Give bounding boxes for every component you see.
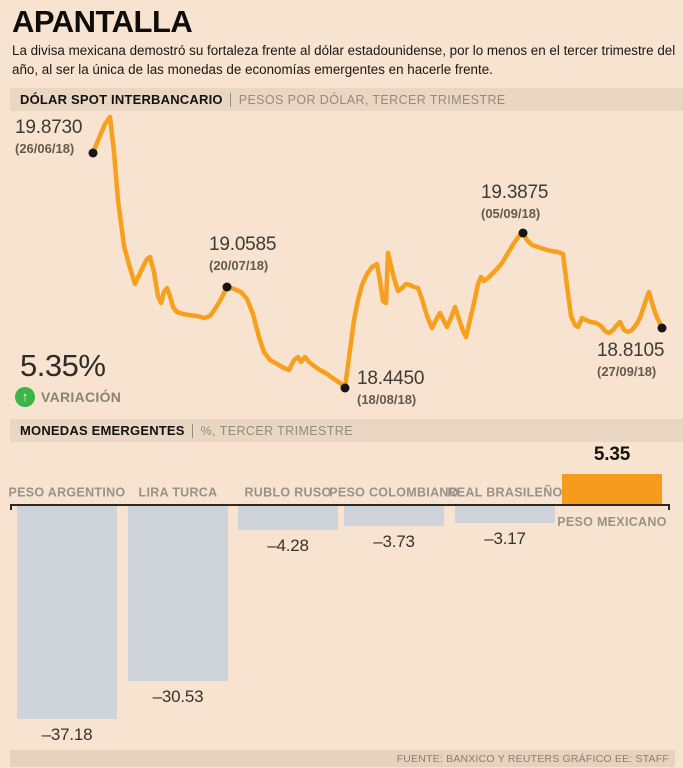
category-label-peso-mexicano: PESO MEXICANO (557, 515, 667, 529)
bar-chart-subtitle: %, TERCER TRIMESTRE (200, 423, 353, 438)
annotation-date: (18/08/18) (357, 392, 417, 407)
value-label-peso-colombiano: –3.73 (373, 532, 415, 552)
bar-chart-axis (10, 504, 670, 506)
category-label-peso-argentino: PESO ARGENTINO (8, 485, 126, 500)
bar-rublo-ruso (238, 505, 338, 530)
variation-value: 5.35% (20, 348, 106, 383)
category-label-peso-colombiano: PESO COLOMBIANO (329, 485, 459, 500)
source-text: FUENTE: BANXICO Y REUTERS GRÁFICO EE: ST… (396, 752, 669, 765)
axis-tick (10, 506, 12, 510)
annotation-value: 19.8730 (15, 117, 83, 138)
value-label-peso-mexicano: 5.35 (593, 444, 631, 466)
variation-caption: VARIACIÓN (41, 389, 122, 405)
data-point-dot (518, 228, 528, 238)
annotation-date: (26/06/18) (15, 141, 75, 156)
header-separator (229, 92, 231, 107)
annotation-value: 18.8105 (597, 340, 665, 361)
annotation-date: (27/09/18) (597, 364, 657, 379)
bar-real-brasile-o (455, 505, 555, 524)
bar-peso-argentino (17, 505, 117, 719)
data-point-dot (657, 323, 667, 333)
line-chart-subtitle: PESOS POR DÓLAR, TERCER TRIMESTRE (238, 92, 506, 107)
variation-row: ↑ VARIACIÓN (15, 387, 121, 407)
data-point-annotation: 19.0585 (20/07/18) (209, 234, 276, 273)
annotation-value: 18.4450 (357, 368, 425, 389)
bar-peso-mexicano (562, 474, 662, 505)
data-point-annotation: 18.8105 (27/09/18) (597, 340, 664, 379)
value-label-rublo-ruso: –4.28 (267, 535, 309, 555)
data-point-annotation: 19.8730 (26/06/18) (15, 117, 82, 156)
subtitle: La divisa mexicana demostró su fortaleza… (12, 43, 676, 77)
annotation-value: 19.0585 (209, 234, 277, 255)
page-title: APANTALLA (12, 4, 193, 39)
value-label-real-brasile-o: –3.17 (484, 529, 526, 549)
source-footer: FUENTE: BANXICO Y REUTERS GRÁFICO EE: ST… (10, 750, 675, 767)
data-point-dot (222, 282, 232, 292)
category-label-rublo-ruso: RUBLO RUSO (244, 485, 332, 500)
line-chart-header: DÓLAR SPOT INTERBANCARIO PESOS POR DÓLAR… (10, 88, 683, 111)
bar-peso-colombiano (344, 505, 444, 527)
category-label-lira-turca: LIRA TURCA (138, 485, 218, 500)
value-label-peso-argentino: –37.18 (41, 724, 93, 744)
annotation-date: (05/09/18) (481, 206, 541, 221)
annotation-date: (20/07/18) (209, 258, 269, 273)
line-chart-title: DÓLAR SPOT INTERBANCARIO (20, 92, 223, 107)
variation-block: 5.35% ↑ VARIACIÓN (15, 348, 121, 407)
data-point-annotation: 18.4450 (18/08/18) (357, 368, 424, 407)
up-arrow-icon: ↑ (15, 387, 35, 407)
bar-lira-turca (128, 505, 228, 681)
data-point-dot (340, 383, 350, 393)
axis-tick (668, 506, 670, 510)
data-point-annotation: 19.3875 (05/09/18) (481, 182, 548, 221)
bar-chart-title: MONEDAS EMERGENTES (20, 423, 185, 438)
bar-chart-header: MONEDAS EMERGENTES %, TERCER TRIMESTRE (10, 419, 683, 442)
header-separator (191, 423, 193, 438)
data-point-dot (88, 148, 98, 158)
peso-dollar-line (90, 114, 665, 391)
annotation-value: 19.3875 (481, 182, 549, 203)
category-label-real-brasile-o: REAL BRASILEÑO (447, 485, 563, 500)
value-label-lira-turca: –30.53 (152, 686, 204, 706)
